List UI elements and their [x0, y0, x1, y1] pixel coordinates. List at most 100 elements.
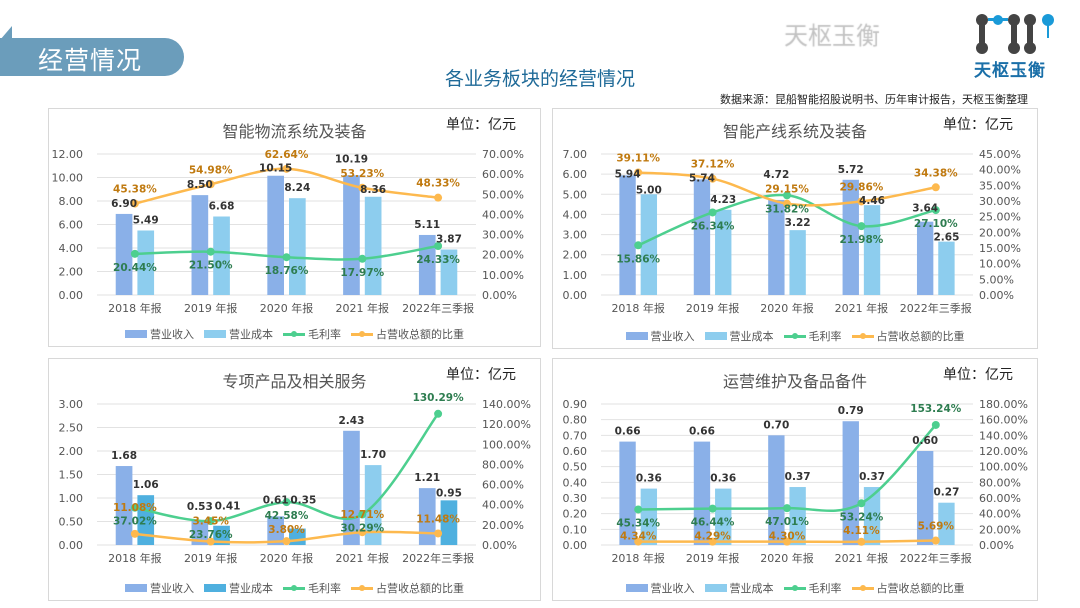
line-point	[857, 197, 866, 206]
bar-value-label: 0.37	[785, 471, 811, 483]
line-point	[931, 183, 940, 192]
bar-value-label: 0.70	[763, 419, 789, 431]
legend-swatch	[125, 330, 147, 338]
logo-text: 天枢玉衡	[974, 61, 1046, 81]
line-point	[434, 529, 443, 538]
bar-revenue	[693, 441, 711, 545]
line-point	[931, 420, 940, 429]
unit-label: 单位：亿元	[446, 367, 516, 383]
legend-label: 毛利率	[808, 330, 842, 343]
chart-legend: 营业收入 营业成本 毛利率 占营收总额的比重	[553, 580, 1037, 596]
legend-item: 营业成本	[704, 328, 774, 344]
chart-legend: 营业收入 营业成本 毛利率 占营收总额的比重	[49, 326, 540, 342]
y-left-tick: 10.00	[52, 172, 84, 185]
bar-cost	[640, 488, 658, 545]
x-tick-label: 2018 年报	[108, 301, 162, 315]
x-tick-label: 2020 年报	[760, 551, 814, 565]
line-value-label: 39.11%	[616, 152, 660, 164]
bar-value-label: 3.64	[912, 203, 938, 215]
line-value-label: 53.24%	[840, 511, 884, 523]
bar-value-label: 0.60	[912, 435, 938, 447]
legend-swatch	[704, 584, 727, 592]
legend-item: 占营收总额的比重	[851, 580, 965, 596]
bar-value-label: 10.19	[335, 153, 368, 165]
x-tick-label: 2018 年报	[611, 301, 665, 315]
legend-label: 营业收入	[650, 330, 695, 343]
y-right-tick: 180.00%	[979, 398, 1028, 411]
y-right-tick: 20.00%	[482, 249, 524, 262]
y-right-tick: 0.00%	[979, 289, 1014, 302]
y-right-tick: 25.00%	[979, 211, 1021, 224]
y-right-tick: 120.00%	[979, 445, 1028, 458]
bar-revenue	[768, 435, 785, 545]
bar-revenue	[916, 451, 934, 545]
chart-legend: 营业收入 营业成本 毛利率 占营收总额的比重	[49, 580, 540, 596]
legend-item: 毛利率	[283, 580, 341, 596]
y-left-tick: 5.00	[563, 188, 588, 201]
y-left-tick: 7.00	[563, 148, 588, 161]
legend-item: 营业成本	[204, 580, 273, 596]
line-point	[708, 504, 717, 513]
line-point	[130, 529, 139, 538]
legend-label: 营业成本	[229, 328, 273, 341]
bar-value-label: 0.95	[436, 487, 462, 499]
y-right-tick: 30.00%	[482, 229, 524, 242]
y-left-tick: 0.60	[563, 445, 588, 458]
x-tick-label: 2019 年报	[686, 301, 740, 315]
bar-value-label: 0.79	[838, 405, 864, 417]
bar-value-label: 6.90	[111, 198, 137, 210]
line-value-label: 18.76%	[265, 265, 309, 277]
chart-svg: 0.00 0.50 1.00 1.50 2.00 2.50 3.00 0.00% 20.00% 4…	[59, 392, 531, 565]
y-right-tick: 60.00%	[482, 479, 524, 492]
section-label: 经营情况	[38, 46, 143, 75]
y-left-tick: 2.00	[59, 266, 84, 279]
y-right-tick: 35.00%	[979, 179, 1021, 192]
y-left-tick: 0.80	[563, 414, 588, 427]
legend-line-marker	[851, 332, 874, 339]
legend-label: 营业成本	[729, 330, 774, 343]
line-value-label: 34.38%	[914, 167, 958, 179]
x-tick-label: 2021 年报	[336, 551, 390, 565]
line-point	[358, 510, 367, 519]
line-value-label: 31.82%	[765, 203, 809, 215]
x-tick-label: 2021 年报	[336, 301, 390, 315]
bar-revenue	[619, 441, 636, 545]
bar-value-label: 0.41	[215, 501, 241, 513]
y-right-tick: 0.00%	[979, 539, 1014, 552]
y-left-tick: 3.00	[563, 229, 588, 242]
bar-value-label: 6.68	[209, 201, 235, 213]
line-point	[708, 208, 717, 217]
legend-swatch	[704, 332, 727, 340]
line-value-label: 48.33%	[416, 178, 460, 190]
y-right-tick: 100.00%	[979, 461, 1028, 474]
bar-value-label: 0.61	[263, 494, 289, 506]
y-right-tick: 0.00%	[482, 289, 517, 302]
line-value-label: 45.34%	[616, 517, 660, 529]
x-tick-label: 2019 年报	[184, 551, 238, 565]
bar-value-label: 0.35	[290, 495, 316, 507]
line-point	[434, 241, 443, 250]
bar-cost	[938, 502, 955, 545]
bar-cost	[640, 194, 658, 295]
legend-item: 占营收总额的比重	[351, 326, 464, 342]
line-value-label: 37.12%	[691, 159, 735, 171]
y-right-tick: 140.00%	[482, 398, 531, 411]
bar-value-label: 0.36	[636, 473, 662, 485]
y-left-tick: 1.00	[59, 492, 84, 505]
line-value-label: 26.34%	[691, 220, 735, 232]
bar-value-label: 5.00	[636, 184, 662, 196]
line-point	[206, 537, 215, 546]
bar-value-label: 10.15	[259, 163, 292, 175]
y-right-tick: 120.00%	[482, 418, 531, 431]
bar-cost	[440, 249, 458, 295]
line-point	[358, 183, 367, 192]
chart-panel-special-products: 专项产品及相关服务 单位：亿元 0.00 0.50 1.00 1.50 2.00 2.50 3.…	[48, 358, 541, 601]
line-point	[783, 504, 791, 513]
line-gross-margin	[134, 413, 440, 523]
line-value-label: 20.44%	[113, 262, 157, 274]
legend-label: 营业成本	[229, 582, 273, 595]
y-right-tick: 50.00%	[482, 188, 524, 201]
y-right-tick: 40.00%	[482, 208, 524, 221]
line-value-label: 27.10%	[914, 218, 958, 230]
legend-label: 毛利率	[308, 582, 341, 595]
